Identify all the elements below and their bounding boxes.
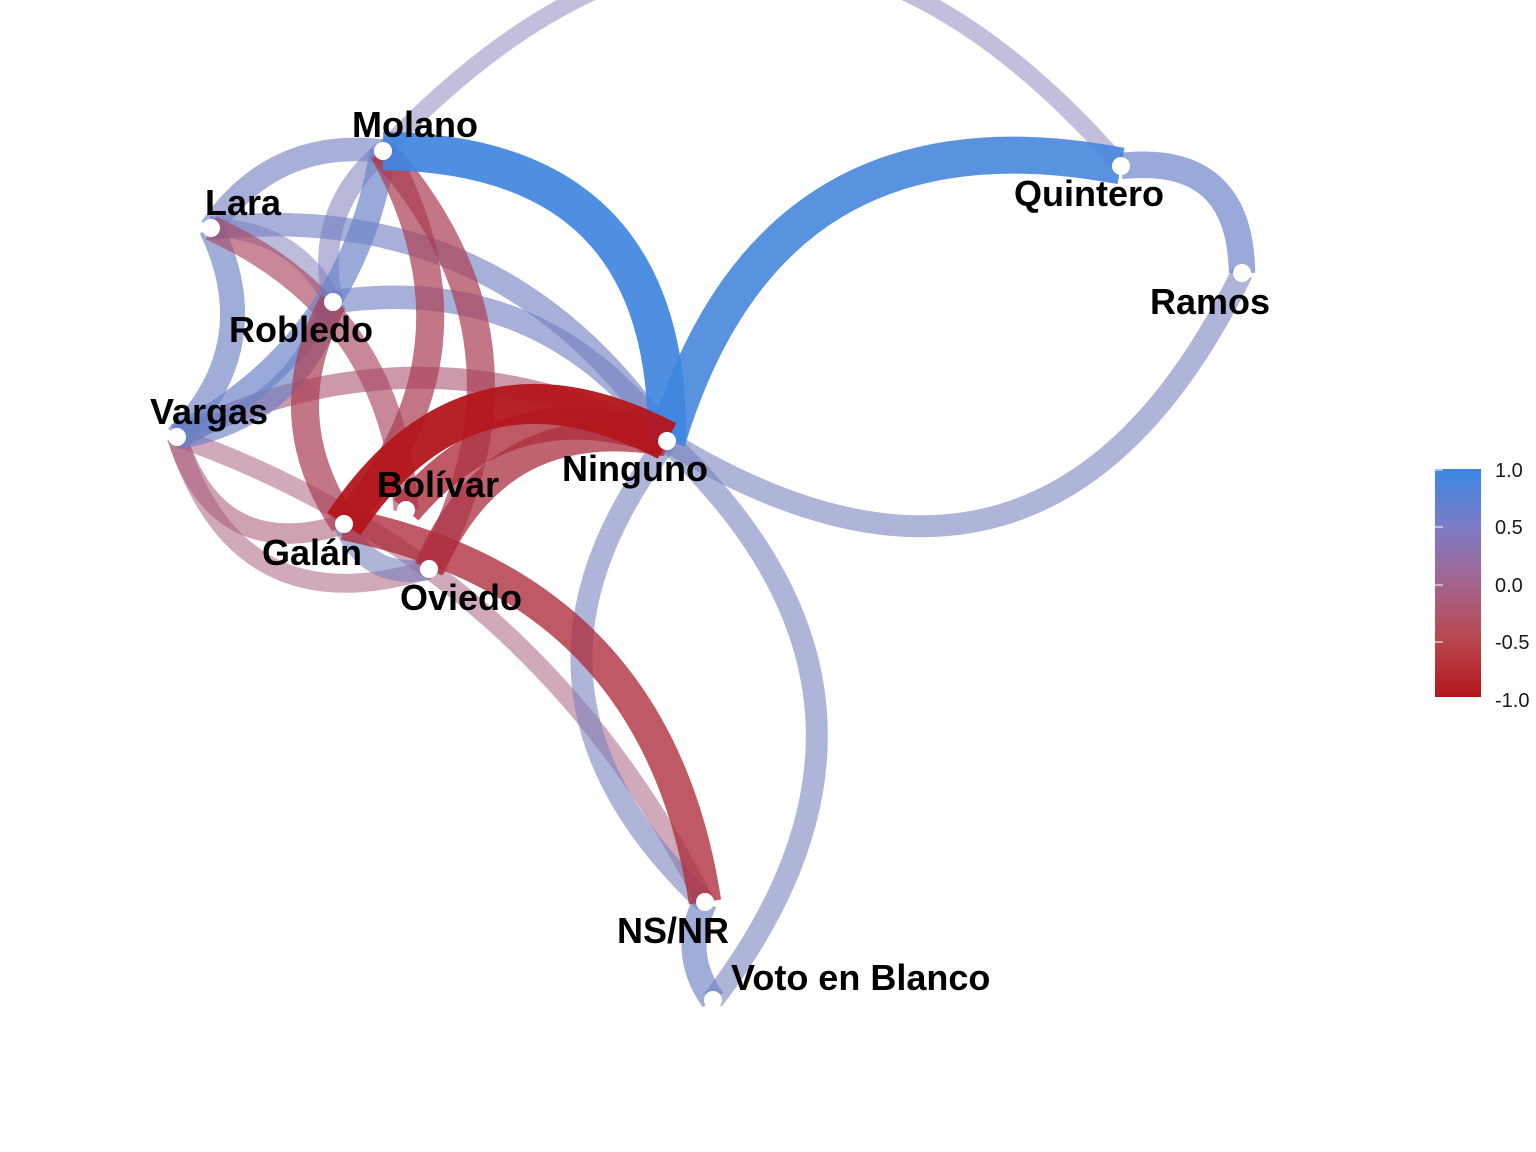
node-vargas (168, 428, 186, 446)
legend-tick-label: -1.0 (1495, 690, 1529, 712)
legend-tick-label: 0.5 (1495, 517, 1523, 539)
node-label-nsnr: NS/NR (617, 910, 729, 951)
node-ramos (1233, 264, 1251, 282)
edge-molano-ninguno (382, 131, 687, 442)
legend-ticks: 1.0 0.5 0.0 -0.5 -1.0 (1435, 460, 1529, 712)
edges-layer (167, 0, 1256, 1008)
node-molano (374, 142, 392, 160)
edge-molano-lara (201, 137, 385, 235)
node-label-ramos: Ramos (1150, 281, 1270, 322)
edge-ninguno-nsnr (570, 434, 713, 911)
node-bolivar (397, 501, 415, 519)
node-robledo (324, 293, 342, 311)
edge-nsnr-blanco (681, 896, 724, 1008)
legend-colorbar (1435, 469, 1481, 697)
node-quintero (1112, 157, 1130, 175)
legend-tick-label: -0.5 (1495, 632, 1529, 654)
node-nsnr (696, 893, 714, 911)
edge-vargas-nsnr (173, 428, 714, 907)
node-oviedo (420, 560, 438, 578)
node-label-lara: Lara (205, 182, 282, 223)
node-label-quintero: Quintero (1014, 173, 1164, 214)
edge-quintero-ramos (1119, 151, 1256, 274)
labels-layer: Molano Lara Robledo Vargas Bolívar Galán Ovied… (150, 104, 1270, 998)
edge-robledo-galan (291, 295, 356, 532)
edge-vargas-galan (167, 433, 348, 544)
node-ninguno (658, 432, 676, 450)
node-label-vargas: Vargas (150, 391, 268, 432)
node-lara (202, 219, 220, 237)
node-label-bolivar: Bolívar (377, 464, 499, 505)
legend-tick-label: 1.0 (1495, 460, 1523, 482)
node-label-robledo: Robledo (229, 309, 373, 350)
edge-ramos-ninguno (661, 268, 1252, 538)
edge-galan-ninguno (327, 384, 677, 536)
node-label-blanco: Voto en Blanco (731, 957, 990, 998)
node-galan (335, 515, 353, 533)
edge-ninguno-blanco (659, 432, 828, 1007)
color-legend: 1.0 0.5 0.0 -0.5 -1.0 (1435, 460, 1529, 712)
legend-tick-label: 0.0 (1495, 575, 1523, 597)
node-label-ninguno: Ninguno (562, 448, 708, 489)
edge-robledo-ninguno (331, 285, 677, 448)
node-label-molano: Molano (352, 104, 478, 145)
nodes-layer (168, 142, 1251, 1009)
edge-galan-nsnr (340, 508, 722, 905)
node-label-oviedo: Oviedo (400, 577, 522, 618)
node-blanco (704, 991, 722, 1009)
edge-ninguno-quintero (649, 136, 1125, 447)
edge-molano-quintero (376, 0, 1128, 172)
node-label-galan: Galán (262, 532, 362, 573)
